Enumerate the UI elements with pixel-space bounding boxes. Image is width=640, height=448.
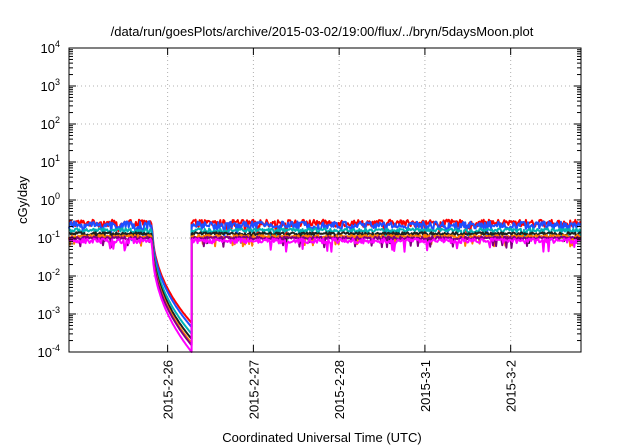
y-tick-label: 103 [41, 77, 60, 94]
series-line-7 [68, 237, 581, 353]
y-axis-label: cGy/day [15, 176, 30, 224]
y-tick-label: 101 [41, 153, 60, 170]
x-tick-label: 2015-3-1 [418, 360, 433, 412]
y-tick-label: 10-4 [38, 343, 60, 360]
x-tick-label: 2015-2-26 [161, 360, 176, 419]
y-tick-label: 10-2 [38, 267, 60, 284]
x-tick-label: 2015-2-28 [332, 360, 347, 419]
y-tick-label: 104 [41, 39, 60, 56]
series-line-4 [68, 231, 582, 340]
x-tick-label: 2015-3-2 [504, 360, 519, 412]
series-line-6 [68, 235, 581, 347]
y-tick-label: 102 [41, 115, 60, 132]
x-tick-label: 2015-2-27 [246, 360, 261, 419]
series-line-5 [68, 234, 582, 345]
y-tick-label: 10-3 [38, 305, 60, 322]
y-axis-ticks: 10-4 10-3 10-2 10-1 100 101 102 103 104 [38, 39, 581, 360]
series-layer [68, 218, 582, 353]
chart-title: /data/run/goesPlots/archive/2015-03-02/1… [111, 24, 534, 39]
y-tick-label: 100 [41, 191, 60, 208]
x-axis-ticks: 2015-2-26 2015-2-27 2015-2-28 2015-3-1 2015-… [161, 48, 519, 419]
x-axis-label: Coordinated Universal Time (UTC) [222, 430, 421, 445]
grid-layer [69, 48, 581, 352]
y-tick-label: 10-1 [38, 229, 60, 246]
